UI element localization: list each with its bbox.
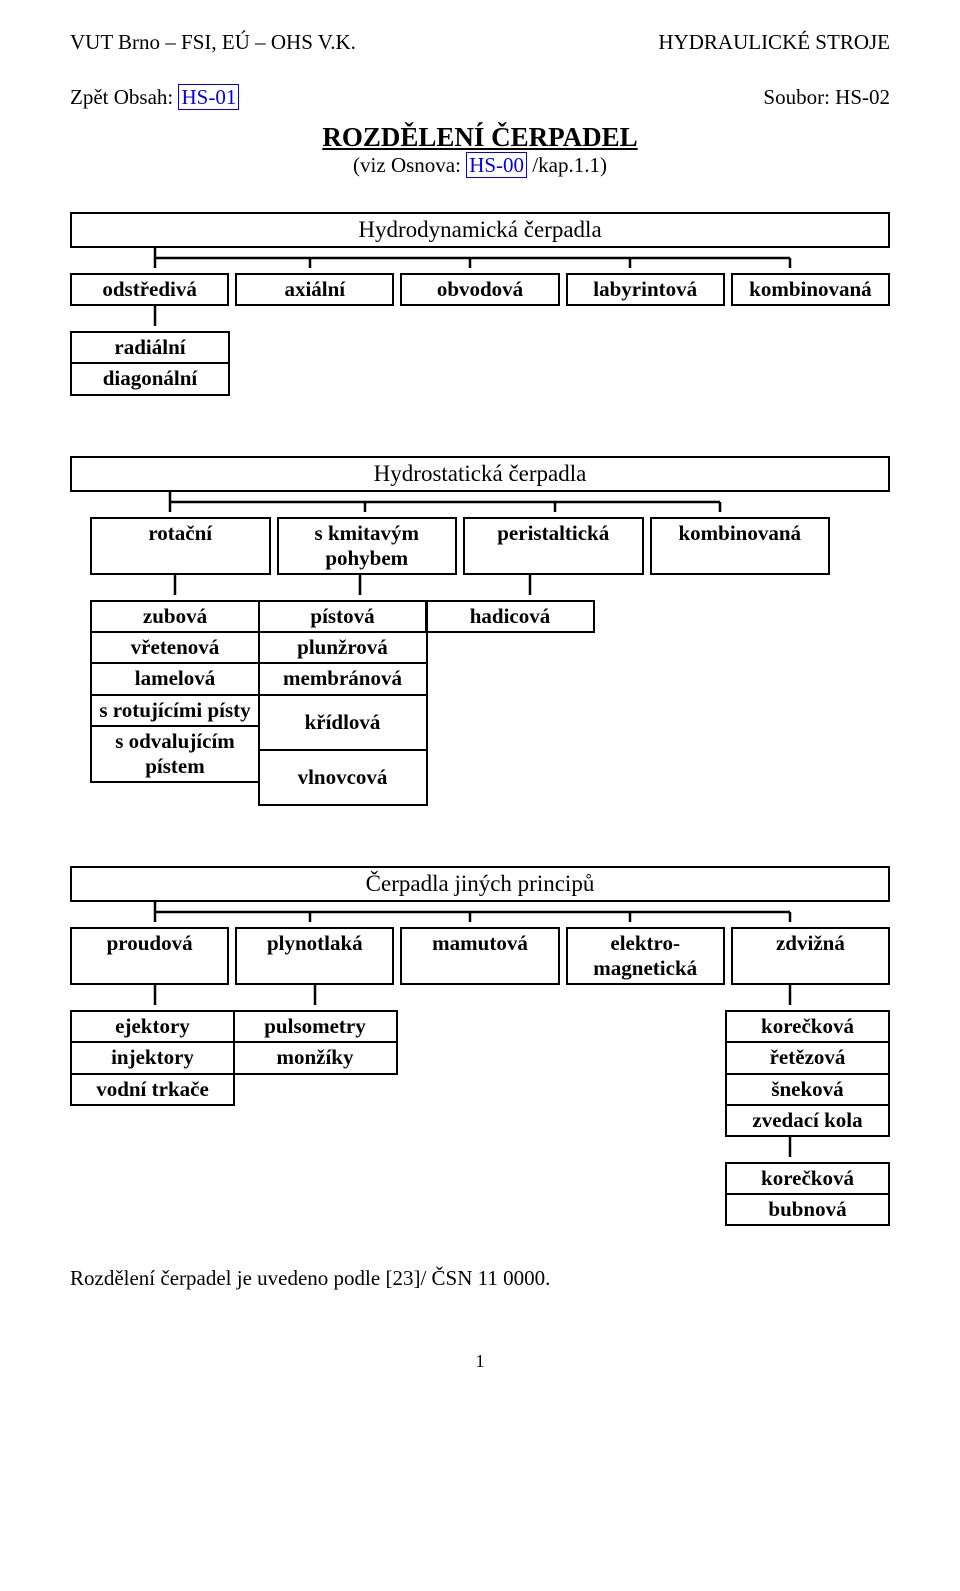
s3-cell: mamutová <box>400 927 559 985</box>
s2-cell: kombinovaná <box>650 517 831 575</box>
s3-colD-row: korečková bubnová <box>70 1162 890 1226</box>
s3-colC: korečková řetězová šneková zvedací kola <box>725 1010 890 1137</box>
header-right: HYDRAULICKÉ STROJE <box>658 30 890 55</box>
s3-cell: plynotlaká <box>235 927 394 985</box>
nav-back-link[interactable]: HS-01 <box>178 84 239 110</box>
connector <box>70 902 890 922</box>
s2-title: Hydrostatická čerpadla <box>70 456 890 492</box>
s2-table: zubová vřetenová lamelová s rotujícími p… <box>90 600 890 806</box>
connector <box>70 248 890 268</box>
s3-cell: ejektory <box>70 1010 235 1043</box>
s3-row: proudová plynotlaká mamutová elektro-mag… <box>70 927 890 985</box>
s2-colB: pístová plunžrová membránová křídlová vl… <box>258 600 428 806</box>
s2-colC: hadicová <box>425 600 595 806</box>
s3-cell: šneková <box>725 1075 890 1106</box>
page: VUT Brno – FSI, EÚ – OHS V.K. HYDRAULICK… <box>0 0 960 1412</box>
s3-colA: ejektory injektory vodní trkače <box>70 1010 235 1137</box>
s1-cell: axiální <box>235 273 394 306</box>
s1-sub: radiální diagonální <box>70 331 230 395</box>
s3-cell: zdvižná <box>731 927 890 985</box>
s1-cell: labyrintová <box>566 273 725 306</box>
s1-cell: obvodová <box>400 273 559 306</box>
s3-cell: řetězová <box>725 1043 890 1074</box>
nav-back-label: Zpět Obsah: <box>70 85 178 109</box>
s2-cell: rotační <box>90 517 271 575</box>
s1-cell: kombinovaná <box>731 273 890 306</box>
connector <box>70 1137 890 1157</box>
nav-back: Zpět Obsah: HS-01 <box>70 85 239 110</box>
s2-cell: lamelová <box>90 664 260 695</box>
section-hydrodynamic: Hydrodynamická čerpadla odstředivá axiál… <box>70 212 890 396</box>
footer-text: Rozdělení čerpadel je uvedeno podle [23]… <box>70 1266 890 1291</box>
section-hydrostatic: Hydrostatická čerpadla rotační s kmitavý… <box>70 456 890 806</box>
title-text: ROZDĚLENÍ ČERPADEL <box>322 122 637 152</box>
s3-cell: korečková <box>725 1010 890 1043</box>
connector <box>70 985 890 1005</box>
s2-cell: plunžrová <box>258 633 428 664</box>
s2-colA: zubová vřetenová lamelová s rotujícími p… <box>90 600 260 806</box>
s2-cell: s rotujícími písty <box>90 696 260 727</box>
s2-cell: křídlová <box>258 696 428 751</box>
s3-cell: proudová <box>70 927 229 985</box>
s3-cell: korečková <box>725 1162 890 1195</box>
s3-cell: injektory <box>70 1043 235 1074</box>
s1-title: Hydrodynamická čerpadla <box>70 212 890 248</box>
s1-sub-cell: radiální <box>70 331 230 364</box>
s3-title: Čerpadla jiných principů <box>70 866 890 902</box>
connector <box>70 575 890 595</box>
s2-cell: s odvalujícím pístem <box>90 727 260 783</box>
s2-cell: vlnovcová <box>258 751 428 806</box>
s2-cell: membránová <box>258 664 428 695</box>
subtitle-post: /kap.1.1) <box>527 153 607 177</box>
header-left: VUT Brno – FSI, EÚ – OHS V.K. <box>70 30 356 55</box>
s2-cell: vřetenová <box>90 633 260 664</box>
s3-colD: korečková bubnová <box>725 1162 890 1226</box>
connector <box>70 492 890 512</box>
s1-cell: odstředivá <box>70 273 229 306</box>
s3-cell: vodní trkače <box>70 1075 235 1106</box>
connector <box>70 306 890 326</box>
page-title: ROZDĚLENÍ ČERPADEL <box>70 122 890 153</box>
s3-cell: zvedací kola <box>725 1106 890 1137</box>
nav-file: Soubor: HS-02 <box>763 85 890 110</box>
s3-colB: pulsometry monžíky <box>233 1010 398 1137</box>
page-header: VUT Brno – FSI, EÚ – OHS V.K. HYDRAULICK… <box>70 30 890 55</box>
s3-cell: elektro-magnetická <box>566 927 725 985</box>
nav-row: Zpět Obsah: HS-01 Soubor: HS-02 <box>70 85 890 110</box>
s3-cell: monžíky <box>233 1043 398 1074</box>
s3-cell: pulsometry <box>233 1010 398 1043</box>
subtitle-link[interactable]: HS-00 <box>466 152 527 178</box>
s2-cell: hadicová <box>425 600 595 633</box>
s1-sub-cell: diagonální <box>70 364 230 395</box>
s3-table: ejektory injektory vodní trkače pulsomet… <box>70 1010 890 1137</box>
section-other: Čerpadla jiných principů proudová plynot… <box>70 866 890 1227</box>
s2-cell: zubová <box>90 600 260 633</box>
subtitle: (viz Osnova: HS-00 /kap.1.1) <box>70 153 890 178</box>
s2-row: rotační s kmitavým pohybem peristaltická… <box>90 517 830 575</box>
subtitle-pre: (viz Osnova: <box>353 153 466 177</box>
page-number: 1 <box>70 1351 890 1372</box>
s2-cell: s kmitavým pohybem <box>277 517 458 575</box>
s3-cell: bubnová <box>725 1195 890 1226</box>
s2-cell: pístová <box>258 600 428 633</box>
s2-cell: peristaltická <box>463 517 644 575</box>
s1-row: odstředivá axiální obvodová labyrintová … <box>70 273 890 306</box>
